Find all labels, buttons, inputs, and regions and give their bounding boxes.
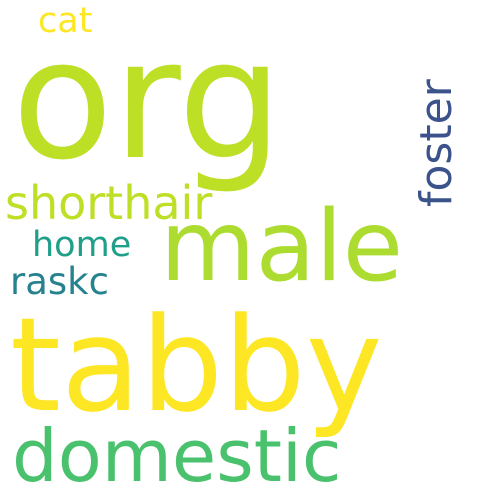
word-raskc: raskc	[10, 260, 109, 303]
word-home: home	[32, 225, 132, 265]
word-cat: cat	[38, 1, 93, 41]
word-male: male	[160, 190, 404, 304]
word-tabby: tabby	[10, 289, 383, 441]
word-domestic: domestic	[12, 414, 342, 498]
word-org: org	[12, 4, 283, 196]
word-shorthair: shorthair	[5, 176, 213, 230]
word-foster: foster	[411, 79, 462, 207]
